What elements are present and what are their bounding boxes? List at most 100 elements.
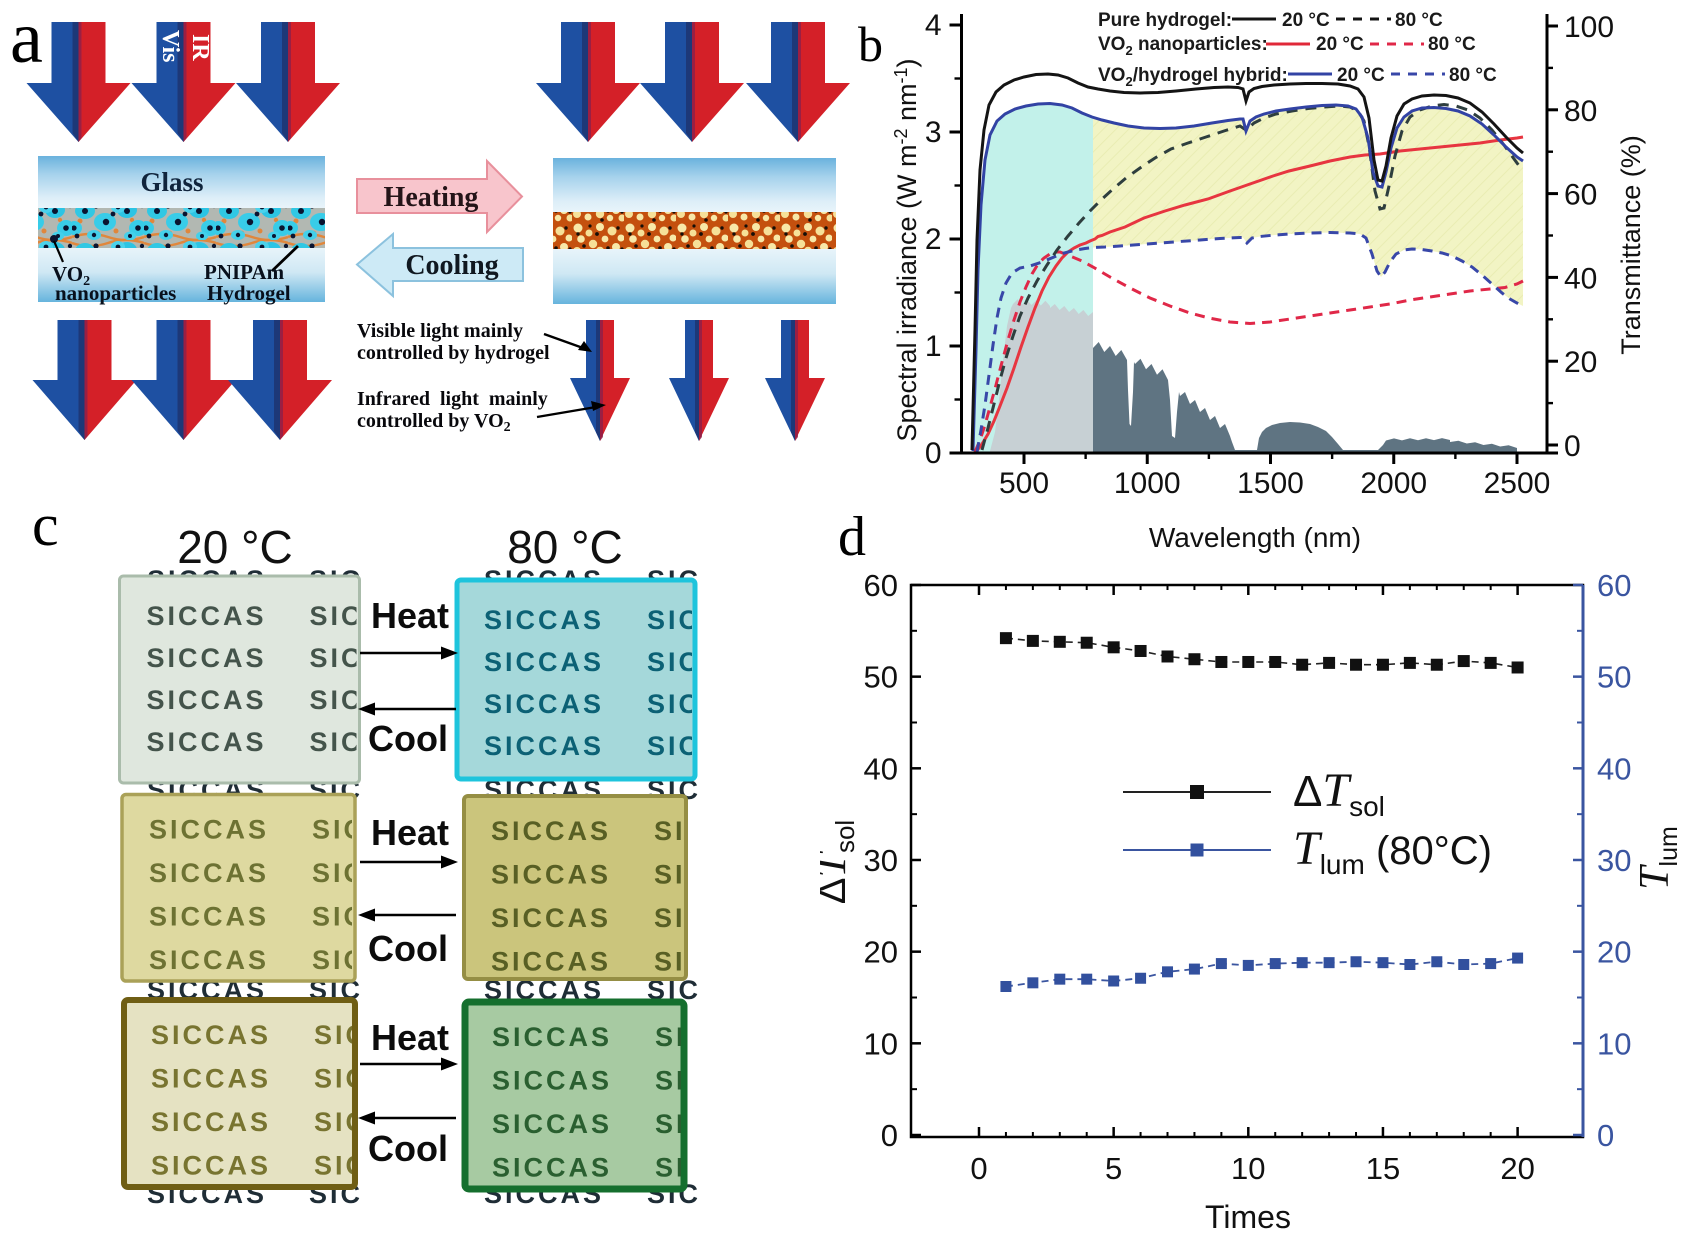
svg-text:2: 2 <box>925 223 942 256</box>
svg-text:40: 40 <box>864 751 898 786</box>
svg-text:SICCAS: SICCAS <box>491 947 611 977</box>
svg-text:SICCAS: SICCAS <box>149 945 269 975</box>
svg-text:SICCAS: SICCAS <box>147 643 267 673</box>
svg-text:SICC: SICC <box>312 945 389 975</box>
svg-text:SICCAS: SICCAS <box>151 1064 271 1094</box>
svg-text:Hydrogel: Hydrogel <box>207 281 291 305</box>
svg-text:50: 50 <box>864 660 898 695</box>
svg-text:3: 3 <box>925 116 942 149</box>
svg-text:SICC: SICC <box>647 731 724 761</box>
svg-text:1000: 1000 <box>1114 467 1181 500</box>
svg-text:SICCAS: SICCAS <box>484 731 604 761</box>
svg-text:5: 5 <box>1105 1151 1122 1186</box>
svg-text:Pure hydrogel:: Pure hydrogel: <box>1098 10 1232 31</box>
svg-text:SICCAS: SICCAS <box>484 647 604 677</box>
svg-text:0: 0 <box>1597 1118 1614 1153</box>
svg-text:Heat: Heat <box>371 595 449 636</box>
svg-text:SICCAS: SICCAS <box>492 1109 612 1139</box>
svg-text:Spectral irradiance (W m-2 nm-: Spectral irradiance (W m-2 nm-1) <box>891 58 922 441</box>
svg-text:20 °C: 20 °C <box>177 521 293 573</box>
svg-text:SICC: SICC <box>310 601 387 631</box>
svg-text:500: 500 <box>999 467 1049 500</box>
svg-text:SICC: SICC <box>310 685 387 715</box>
svg-text:SICC: SICC <box>314 1020 391 1050</box>
svg-text:0: 0 <box>881 1118 898 1153</box>
svg-text:SICCAS: SICCAS <box>151 1107 271 1137</box>
svg-text:SICCAS: SICCAS <box>147 727 267 757</box>
svg-text:Tlum: Tlum <box>1632 826 1683 890</box>
svg-text:10: 10 <box>1231 1151 1265 1186</box>
svg-text:Visible light mainly: Visible light mainly <box>357 320 523 342</box>
svg-text:SICC: SICC <box>314 1151 391 1181</box>
svg-text:SICCAS: SICCAS <box>491 816 611 846</box>
svg-text:a: a <box>10 0 43 79</box>
svg-text:SICCAS: SICCAS <box>149 858 269 888</box>
svg-text:Wavelength (nm): Wavelength (nm) <box>1149 522 1361 553</box>
svg-text:2000: 2000 <box>1360 467 1427 500</box>
svg-text:20 °C: 20 °C <box>1316 34 1364 55</box>
svg-text:Vis: Vis <box>157 30 183 62</box>
svg-text:SICC: SICC <box>312 858 389 888</box>
svg-text:SICC: SICC <box>655 1153 732 1183</box>
svg-text:Cool: Cool <box>368 1128 448 1169</box>
svg-text:1500: 1500 <box>1237 467 1304 500</box>
svg-text:SICCAS: SICCAS <box>147 601 267 631</box>
svg-text:Tlum (80°C): Tlum (80°C) <box>1293 822 1492 880</box>
svg-text:20: 20 <box>864 935 898 970</box>
svg-text:100: 100 <box>1564 11 1614 44</box>
svg-text:0: 0 <box>925 437 942 470</box>
svg-text:PNIPAm: PNIPAm <box>204 260 285 284</box>
svg-text:SICCAS: SICCAS <box>491 860 611 890</box>
svg-text:10: 10 <box>1597 1026 1631 1061</box>
svg-text:20: 20 <box>1597 935 1631 970</box>
svg-text:SICC: SICC <box>654 947 731 977</box>
svg-text:30: 30 <box>1597 843 1631 878</box>
svg-text:ΔTsol: ΔTsol <box>1293 764 1385 822</box>
svg-text:Heat: Heat <box>371 812 449 853</box>
svg-text:nanoparticles: nanoparticles <box>55 281 176 305</box>
svg-text:40: 40 <box>1597 751 1631 786</box>
svg-text:SICCAS: SICCAS <box>149 902 269 932</box>
svg-text:Cool: Cool <box>368 718 448 759</box>
svg-text:Cool: Cool <box>368 928 448 969</box>
svg-text:Heat: Heat <box>371 1017 449 1058</box>
svg-text:Heating: Heating <box>384 182 479 213</box>
svg-text:SICC: SICC <box>310 727 387 757</box>
svg-text:40: 40 <box>1564 262 1597 295</box>
svg-text:SICCAS: SICCAS <box>491 903 611 933</box>
svg-text:d: d <box>838 506 866 568</box>
svg-text:c: c <box>32 492 59 558</box>
svg-text:10: 10 <box>864 1026 898 1061</box>
svg-text:IR: IR <box>187 34 213 61</box>
svg-text:b: b <box>858 16 883 72</box>
svg-text:Transmittance (%): Transmittance (%) <box>1616 135 1646 355</box>
svg-text:SICC: SICC <box>312 902 389 932</box>
svg-text:ΔTsol: ΔTsol <box>820 820 860 904</box>
svg-text:controlled by VO2: controlled by VO2 <box>357 410 511 435</box>
svg-text:SICC: SICC <box>654 860 731 890</box>
svg-text:20: 20 <box>1500 1151 1534 1186</box>
svg-text:50: 50 <box>1597 660 1631 695</box>
svg-text:SICCAS: SICCAS <box>484 689 604 719</box>
svg-text:0: 0 <box>970 1151 987 1186</box>
svg-text:80 °C: 80 °C <box>1449 65 1497 86</box>
svg-text:60: 60 <box>1597 568 1631 603</box>
svg-text:SICCAS: SICCAS <box>492 1153 612 1183</box>
svg-text:SICCAS: SICCAS <box>151 1020 271 1050</box>
svg-text:20 °C: 20 °C <box>1282 10 1330 31</box>
svg-text:20 °C: 20 °C <box>1337 65 1385 86</box>
svg-text:Glass: Glass <box>140 167 203 197</box>
svg-text:SICCAS: SICCAS <box>151 1151 271 1181</box>
svg-text:VO2/hydrogel hybrid:: VO2/hydrogel hybrid: <box>1098 65 1288 89</box>
svg-text:15: 15 <box>1366 1151 1400 1186</box>
svg-text:SICC: SICC <box>654 903 731 933</box>
svg-text:SICC: SICC <box>654 816 731 846</box>
svg-text:80 °C: 80 °C <box>507 521 623 573</box>
svg-text:20: 20 <box>1564 346 1597 379</box>
svg-text:1: 1 <box>925 330 942 363</box>
svg-text:60: 60 <box>864 568 898 603</box>
svg-text:SICC: SICC <box>647 689 724 719</box>
svg-text:60: 60 <box>1564 179 1597 212</box>
svg-text:SICCAS: SICCAS <box>492 1066 612 1096</box>
svg-text:80 °C: 80 °C <box>1395 10 1443 31</box>
